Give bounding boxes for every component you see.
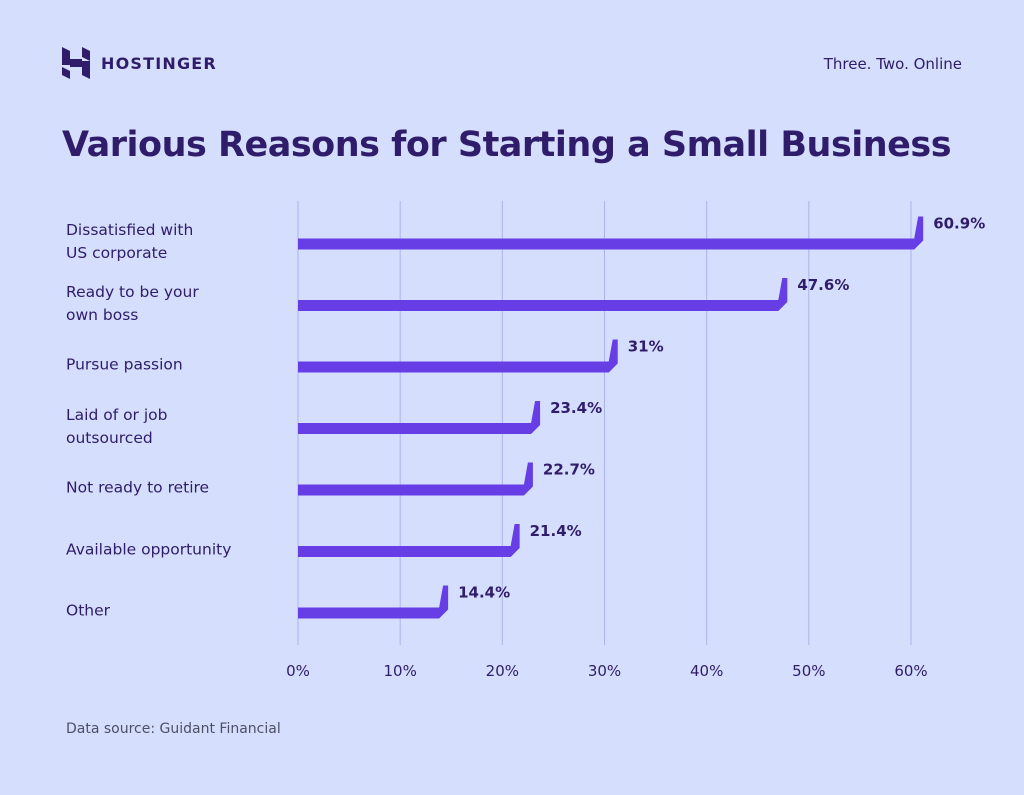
category-label: Laid of or job outsourced [66,404,286,450]
x-tick-label: 0% [286,662,310,680]
chart-title: Various Reasons for Starting a Small Bus… [62,125,952,165]
category-label: Ready to be your own boss [66,281,286,327]
value-label: 21.4% [530,522,582,540]
brand-logo: HOSTINGER [62,47,217,79]
value-label: 60.9% [933,215,985,233]
category-label: Available opportunity [66,538,286,561]
category-label: Not ready to retire [66,477,286,500]
bar [298,585,449,619]
value-label: 22.7% [543,461,595,479]
category-label-line: Not ready to retire [66,478,210,497]
x-tick-label: 60% [894,662,927,680]
category-label-line: Other [66,601,111,620]
category-label-line: Ready to be your [66,282,199,301]
category-label: Other [66,600,286,623]
category-label-line: Dissatisfied with [66,221,194,239]
x-tick-label: 10% [383,662,416,680]
category-label-line: Laid of or job [66,405,168,424]
category-label-line: outsourced [66,428,153,447]
category-label-line: US corporate [66,244,168,262]
category-label-line: Pursue passion [66,355,183,374]
category-label: Dissatisfied with US corporate [66,219,286,265]
x-tick-label: 20% [486,662,519,680]
bar [298,339,618,373]
value-label: 47.6% [797,276,849,294]
category-label-line: Available opportunity [66,540,232,558]
bar [298,524,520,557]
value-label: 31% [628,338,664,356]
x-tick-label: 40% [690,662,723,680]
brand-tagline: Three. Two. Online [823,55,962,73]
bar [298,216,924,250]
bar [298,278,788,311]
x-tick-label: 30% [588,662,621,680]
value-label: 23.4% [550,399,602,417]
hostinger-h-icon [62,47,90,79]
category-label: Pursue passion [66,354,286,377]
bar [298,462,533,496]
bar [298,401,541,434]
x-tick-label: 50% [792,662,825,680]
category-label-line: own boss [66,305,139,324]
value-label: 14.4% [458,584,510,602]
data-source: Data source: Guidant Financial [66,721,281,737]
brand-name: HOSTINGER [101,53,217,73]
